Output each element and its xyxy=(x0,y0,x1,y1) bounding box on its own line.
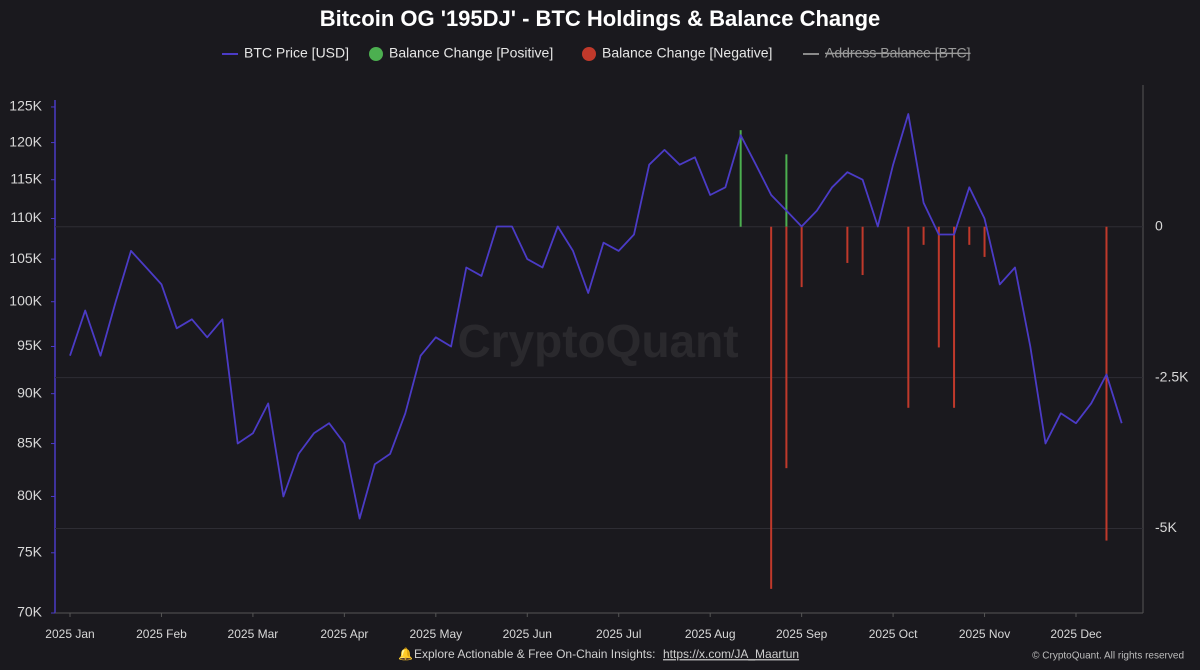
y-tick-label: 85K xyxy=(17,434,43,450)
x-tick-label: 2025 Aug xyxy=(685,627,736,641)
x-tick-label: 2025 Dec xyxy=(1050,627,1101,641)
x-tick-label: 2025 Jul xyxy=(596,627,641,641)
balance-bar xyxy=(937,226,940,348)
legend: BTC Price [USD] Balance Change [Positive]… xyxy=(222,45,971,61)
y-tick-label: 100K xyxy=(9,292,42,308)
y-tick-label: 80K xyxy=(17,487,43,503)
balance-bar xyxy=(1105,226,1108,541)
footer-link[interactable]: https://x.com/JA_Maartun xyxy=(663,647,799,661)
balance-bar xyxy=(907,226,910,408)
x-tick-label: 2025 Nov xyxy=(959,627,1010,641)
legend-marker xyxy=(369,47,383,61)
balance-bar xyxy=(785,226,788,469)
y-tick-label: 110K xyxy=(10,209,42,225)
balance-bar xyxy=(983,226,986,257)
y2-tick-label: -2.5K xyxy=(1155,368,1189,384)
y-tick-label: 70K xyxy=(17,604,43,620)
balance-bar xyxy=(846,226,849,263)
price-line xyxy=(69,113,1123,520)
balance-bar xyxy=(800,226,803,288)
footer-text: Explore Actionable & Free On-Chain Insig… xyxy=(414,647,655,661)
balance-bar xyxy=(739,130,742,227)
x-tick-label: 2025 Oct xyxy=(869,627,918,641)
x-tick-label: 2025 Jun xyxy=(503,627,552,641)
x-tick-label: 2025 Feb xyxy=(136,627,187,641)
legend-label[interactable]: BTC Price [USD] xyxy=(244,45,349,61)
watermark: CryptoQuant xyxy=(457,315,738,367)
y-tick-label: 90K xyxy=(17,384,43,400)
balance-bar xyxy=(953,226,956,408)
y-tick-label: 95K xyxy=(17,337,43,353)
y2-tick-label: 0 xyxy=(1155,217,1163,233)
x-tick-label: 2025 Mar xyxy=(228,627,279,641)
balance-bar xyxy=(968,226,971,245)
copyright: © CryptoQuant. All rights reserved xyxy=(1032,651,1184,662)
legend-label[interactable]: Address Balance [BTC] xyxy=(825,45,971,61)
balance-bar xyxy=(922,226,925,245)
legend-marker xyxy=(582,47,596,61)
chart-title: Bitcoin OG '195DJ' - BTC Holdings & Bala… xyxy=(320,6,881,31)
balance-bar xyxy=(785,154,788,227)
y-tick-label: 105K xyxy=(9,250,42,266)
y-tick-label: 120K xyxy=(9,133,42,149)
x-tick-label: 2025 Apr xyxy=(320,627,368,641)
y-tick-label: 125K xyxy=(9,98,42,114)
balance-bar xyxy=(861,226,864,276)
y2-tick-label: -5K xyxy=(1155,519,1177,535)
legend-label[interactable]: Balance Change [Positive] xyxy=(389,45,553,61)
x-tick-label: 2025 Sep xyxy=(776,627,828,641)
balance-bar xyxy=(770,226,773,589)
x-tick-label: 2025 Jan xyxy=(45,627,94,641)
y-tick-label: 115K xyxy=(10,170,42,186)
y-tick-label: 75K xyxy=(17,543,43,559)
footer-icon: 🔔 xyxy=(398,647,413,661)
x-tick-label: 2025 May xyxy=(409,627,462,641)
legend-label[interactable]: Balance Change [Negative] xyxy=(602,45,772,61)
